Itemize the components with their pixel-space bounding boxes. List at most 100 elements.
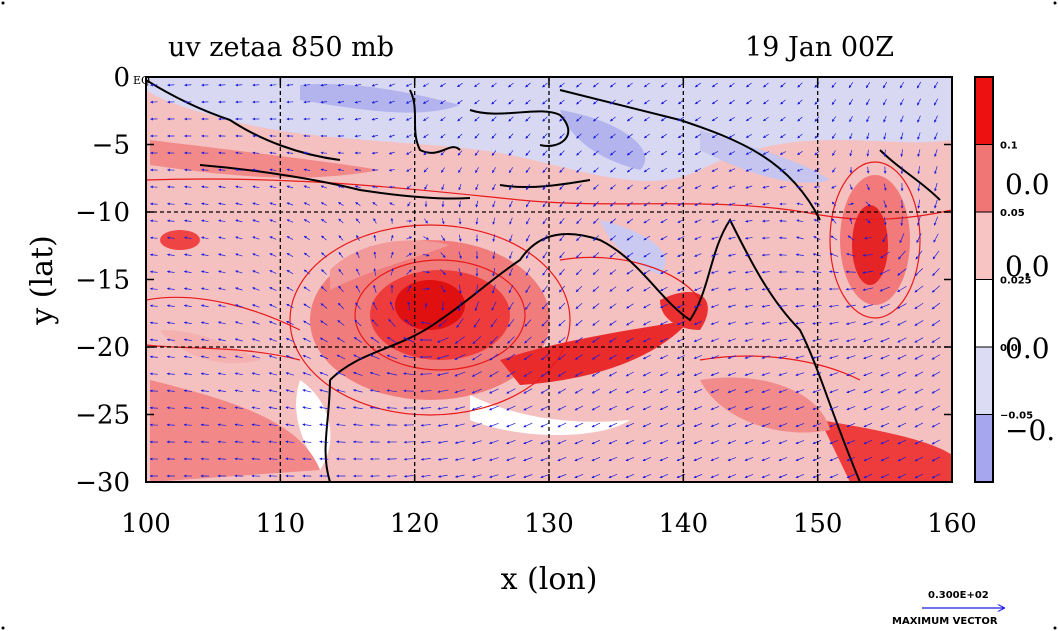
wind-vector: [441, 218, 445, 225]
wind-vector: [369, 423, 380, 427]
wind-vector: [795, 457, 805, 462]
wind-vector: [727, 372, 737, 376]
wind-vector: [796, 185, 804, 189]
wind-vector: [744, 270, 753, 274]
wind-vector: [184, 202, 192, 206]
wind-vector: [643, 116, 650, 122]
wind-vector: [761, 389, 771, 393]
wind-vector: [542, 133, 548, 139]
wind-vector: [370, 336, 380, 344]
wind-vector: [914, 371, 924, 377]
wind-vector: [183, 406, 192, 410]
wind-vector: [320, 100, 328, 104]
wind-vector: [880, 337, 890, 343]
wind-vector: [797, 99, 803, 105]
wind-vector: [812, 440, 822, 445]
wind-vector: [727, 389, 737, 393]
wind-vector: [642, 337, 651, 343]
y-tick-label: −5: [92, 131, 130, 161]
wind-vector: [574, 388, 584, 394]
wind-vector: [440, 150, 446, 156]
wind-vector: [268, 440, 278, 444]
wind-vector: [509, 268, 513, 277]
wind-vector: [336, 423, 346, 427]
wind-vector: [829, 406, 839, 411]
wind-vector: [710, 423, 720, 428]
wind-vector: [320, 151, 328, 155]
x-tick-label: 100: [121, 509, 171, 539]
wind-vector: [677, 270, 685, 274]
wind-vector: [525, 99, 531, 105]
wind-vector: [778, 474, 788, 479]
wind-vector: [795, 406, 805, 411]
wind-vector: [149, 304, 158, 308]
wind-vector: [694, 150, 702, 156]
wind-vector: [302, 372, 312, 376]
wind-vector: [864, 236, 872, 240]
wind-vector: [235, 287, 243, 291]
wind-vector: [831, 99, 837, 105]
wind-vector: [149, 253, 158, 257]
wind-vector: [423, 236, 429, 240]
wind-vector: [252, 185, 260, 189]
wind-vector: [489, 388, 499, 394]
wind-vector: [540, 353, 549, 361]
wind-vector: [403, 440, 414, 444]
wind-vector: [829, 321, 839, 325]
wind-vector: [608, 474, 618, 479]
wind-vector: [523, 474, 533, 479]
wind-vector: [472, 336, 482, 345]
wind-vector: [848, 202, 855, 206]
wind-vector: [625, 474, 635, 479]
wind-vector: [897, 320, 907, 326]
wind-vector: [319, 354, 329, 360]
wind-vector: [728, 219, 736, 223]
wind-vector: [439, 83, 446, 87]
wind-vector: [558, 336, 566, 344]
wind-vector: [508, 167, 514, 174]
wind-vector: [319, 337, 328, 343]
wind-vector: [490, 318, 498, 328]
wind-vector: [217, 321, 226, 325]
wind-vector: [879, 286, 891, 292]
wind-vector: [711, 253, 719, 257]
wind-vector: [489, 405, 499, 411]
wind-vector: [880, 473, 890, 479]
wind-vector: [489, 440, 499, 445]
wind-vector: [458, 268, 462, 277]
wind-vector: [386, 389, 398, 393]
wind-vector: [441, 167, 445, 173]
wind-vector: [744, 423, 754, 428]
wind-vector: [183, 270, 192, 274]
wind-vector: [200, 440, 210, 444]
wind-vector: [813, 236, 821, 240]
wind-vector: [762, 168, 770, 172]
wind-vector: [745, 151, 753, 155]
wind-vector: [591, 371, 600, 377]
wind-vector: [523, 388, 533, 394]
wind-vector: [917, 166, 921, 175]
wind-vector: [778, 440, 788, 445]
wind-vector: [812, 304, 822, 308]
wind-vector: [200, 304, 209, 308]
wind-vector: [763, 82, 769, 88]
wind-vector: [728, 82, 735, 88]
wind-vector: [660, 133, 667, 139]
wind-vector: [761, 457, 771, 462]
wind-vector: [591, 405, 601, 411]
wind-vector: [592, 320, 600, 326]
wind-vector: [558, 285, 565, 293]
y-tick-label: 0: [113, 63, 130, 93]
wind-vector: [593, 201, 599, 207]
wind-vector: [576, 235, 582, 242]
wind-vector: [626, 235, 634, 241]
wind-vector: [934, 115, 938, 123]
wind-vector: [934, 166, 938, 175]
wind-vector: [456, 318, 464, 328]
wind-vector: [660, 252, 668, 258]
wind-vector: [489, 353, 499, 361]
wind-vector: [321, 252, 327, 258]
wind-vector: [932, 268, 940, 276]
wind-vector: [797, 133, 803, 139]
